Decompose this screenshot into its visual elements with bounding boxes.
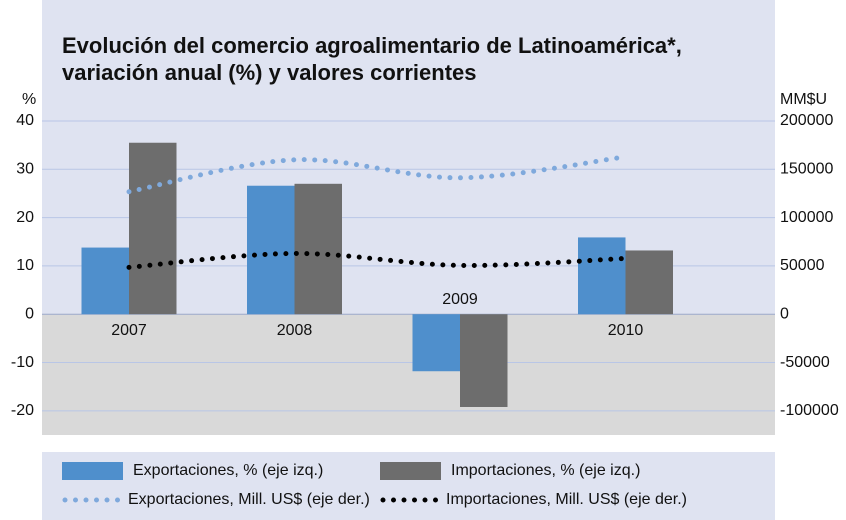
y2-tick-label: 150000 [780, 161, 833, 178]
y2-tick-label: 100000 [780, 209, 833, 226]
chart-title: variación anual (%) y valores corrientes [62, 60, 477, 85]
y-tick-label: 40 [16, 112, 34, 129]
bar [578, 237, 626, 315]
bar [412, 314, 460, 372]
y-tick-label: 30 [16, 161, 34, 178]
y-tick-label: -20 [11, 402, 34, 419]
x-tick-label: 2009 [442, 291, 478, 308]
line [126, 154, 628, 195]
legend-label: Importaciones, % (eje izq.) [451, 462, 640, 479]
y-tick-label: -10 [11, 354, 34, 371]
y2-tick-label: 200000 [780, 112, 833, 129]
x-tick-label: 2007 [111, 322, 147, 339]
bar [625, 250, 673, 315]
bar [129, 142, 177, 315]
bar [247, 185, 295, 315]
chart-title: Evolución del comercio agroalimentario d… [62, 33, 682, 58]
x-tick-label: 2008 [277, 322, 313, 339]
y-tick-label: 20 [16, 209, 34, 226]
legend-swatch [380, 462, 441, 480]
y-tick-label: 10 [16, 257, 34, 274]
x-tick-label: 2010 [608, 322, 644, 339]
legend-label: Importaciones, Mill. US$ (eje der.) [446, 491, 687, 508]
y-tick-label: 0 [25, 305, 34, 322]
line [126, 250, 628, 270]
y2-axis-label: MM$U [780, 91, 827, 108]
y2-tick-label: -100000 [780, 402, 839, 419]
legend-swatch [62, 462, 123, 480]
y2-tick-label: 50000 [780, 257, 825, 274]
negative-background [42, 315, 775, 435]
y2-tick-label: 0 [780, 305, 789, 322]
bar [294, 183, 342, 315]
y2-tick-label: -50000 [780, 354, 830, 371]
bar [81, 247, 129, 315]
legend-label: Exportaciones, % (eje izq.) [133, 462, 323, 479]
y-axis-label: % [22, 91, 36, 108]
bar [460, 314, 508, 407]
legend-label: Exportaciones, Mill. US$ (eje der.) [128, 491, 370, 508]
